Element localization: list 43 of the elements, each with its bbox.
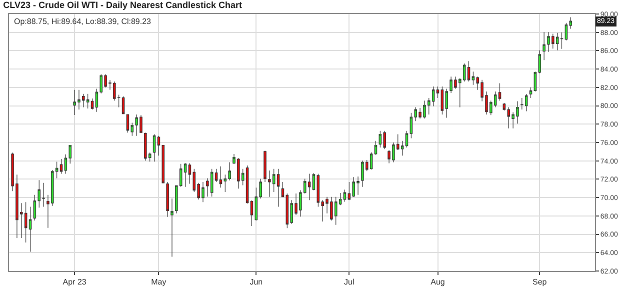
candlestick	[383, 130, 386, 150]
candlestick	[560, 32, 564, 50]
candlestick	[60, 158, 63, 174]
candlestick	[445, 88, 448, 118]
candlestick	[281, 182, 284, 198]
candlestick	[405, 130, 408, 148]
candlestick	[276, 168, 280, 208]
candlestick	[219, 166, 222, 188]
candlestick	[170, 198, 174, 258]
candlestick	[343, 189, 346, 202]
candlestick	[374, 140, 378, 156]
chart-title: CLV23 - Crude Oil WTI - Daily Nearest Candlestick Chart	[3, 0, 242, 10]
x-tick-label: Apr 23	[62, 278, 87, 287]
x-tick-label: May	[151, 278, 166, 287]
x-tick-label: Jun	[250, 278, 263, 287]
annotation: Op:88.75, Hi:89.64, Lo:88.39, Cl:89.23	[14, 17, 152, 26]
candlestick	[264, 150, 266, 182]
candlestick	[166, 182, 169, 218]
candlestick	[507, 106, 510, 129]
candlestick	[24, 202, 28, 243]
candlestick	[286, 193, 289, 228]
candlestick	[556, 32, 559, 51]
x-tick-label: Jul	[344, 278, 354, 287]
candlestick	[436, 86, 440, 98]
candlestick	[184, 162, 187, 188]
candlestick	[152, 134, 156, 162]
candlestick	[312, 172, 316, 191]
candlestick	[126, 114, 130, 133]
candlestick	[467, 60, 470, 82]
x-tick-label: Sep	[532, 278, 548, 287]
candlestick	[370, 152, 373, 170]
candlestick	[378, 130, 382, 148]
candlestick	[86, 94, 90, 109]
candlestick	[440, 86, 444, 115]
candlestick	[246, 165, 249, 204]
candlestick	[542, 32, 546, 60]
candlestick	[210, 168, 214, 197]
candlestick	[524, 94, 528, 112]
x-tick-label: Aug	[430, 278, 445, 287]
candlestick	[90, 98, 94, 110]
candlestick	[28, 206, 32, 252]
candlestick	[308, 173, 311, 200]
candlestick	[529, 87, 532, 98]
